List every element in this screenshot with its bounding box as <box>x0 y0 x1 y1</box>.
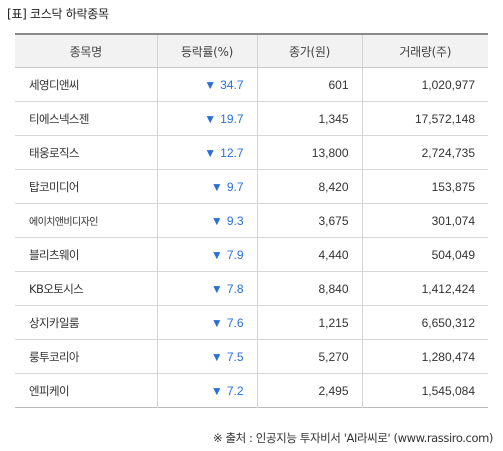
change-rate-value: 9.7 <box>226 179 244 194</box>
trade-volume: 504,049 <box>361 237 488 272</box>
change-rate-cell: ▼ 7.9 <box>156 237 257 272</box>
stock-name: 세영디앤씨 <box>15 67 157 102</box>
stock-name: 티에스넥스젠 <box>15 101 157 136</box>
down-arrow-icon: ▼ <box>210 247 223 262</box>
page-title: [표] 코스닥 하락종목 <box>7 7 109 21</box>
down-arrow-icon: ▼ <box>204 77 217 92</box>
change-rate-cell: ▼ 7.5 <box>156 339 257 374</box>
down-arrow-icon: ▼ <box>210 213 223 228</box>
source-note: ※ 출처 : 인공지능 투자비서 'AI라씨로' (www.rassiro.co… <box>212 431 493 445</box>
stock-name: 블리츠웨이 <box>15 237 157 272</box>
down-arrow-icon: ▼ <box>210 281 223 296</box>
stock-name: 탑코미디어 <box>15 169 157 204</box>
close-price: 1,345 <box>256 101 362 136</box>
table-header-row: 종목명 등락률(%) 종가(원) 거래량(주) <box>15 34 488 68</box>
stock-name: KB오토시스 <box>15 271 157 306</box>
close-price: 13,800 <box>256 135 362 170</box>
stock-name: 태웅로직스 <box>15 135 157 170</box>
change-rate-cell: ▼ 7.8 <box>156 271 257 306</box>
change-rate-value: 7.2 <box>226 383 244 398</box>
trade-volume: 153,875 <box>361 169 488 204</box>
change-rate-cell: ▼ 19.7 <box>156 101 257 136</box>
change-rate-cell: ▼ 7.2 <box>156 373 257 408</box>
down-arrow-icon: ▼ <box>210 179 223 194</box>
trade-volume: 6,650,312 <box>361 305 488 340</box>
change-rate-cell: ▼ 9.7 <box>156 169 257 204</box>
trade-volume: 2,724,735 <box>361 135 488 170</box>
down-arrow-icon: ▼ <box>210 383 223 398</box>
trade-volume: 1,020,977 <box>361 67 488 102</box>
close-price: 2,495 <box>256 373 362 408</box>
table-row: 엔피케이 ▼ 7.2 2,495 1,545,084 <box>15 373 488 408</box>
close-price: 601 <box>256 67 362 102</box>
change-rate-value: 9.3 <box>226 213 244 228</box>
close-price: 3,675 <box>256 203 362 238</box>
change-rate-value: 12.7 <box>220 145 244 160</box>
stock-table: 종목명 등락률(%) 종가(원) 거래량(주) 세영디앤씨 ▼ 34.7 601 1,0… <box>15 33 488 408</box>
table-row: 티에스넥스젠 ▼ 19.7 1,345 17,572,148 <box>15 101 488 136</box>
close-price: 5,270 <box>256 339 362 374</box>
column-header-volume: 거래량(주) <box>361 34 488 68</box>
trade-volume: 1,412,424 <box>361 271 488 306</box>
column-header-name: 종목명 <box>15 34 157 68</box>
down-arrow-icon: ▼ <box>204 145 217 160</box>
change-rate-cell: ▼ 7.6 <box>156 305 257 340</box>
stock-name: 엔피케이 <box>29 383 70 398</box>
table-row: 룽투코리아 ▼ 7.5 5,270 1,280,474 <box>15 339 488 374</box>
table-row: 태웅로직스 ▼ 12.7 13,800 2,724,735 <box>15 135 488 170</box>
table-row: 블리츠웨이 ▼ 7.9 4,440 504,049 <box>15 237 488 272</box>
change-rate-cell: ▼ 34.7 <box>156 67 257 102</box>
stock-name: 룽투코리아 <box>15 339 157 374</box>
down-arrow-icon: ▼ <box>210 315 223 330</box>
stock-name: 상지카일룸 <box>15 305 157 340</box>
trade-volume: 301,074 <box>361 203 488 238</box>
column-header-change: 등락률(%) <box>156 34 257 68</box>
table-row: 세영디앤씨 ▼ 34.7 601 1,020,977 <box>15 67 488 102</box>
change-rate-cell: ▼ 12.7 <box>156 135 257 170</box>
change-rate-value: 7.9 <box>226 247 244 262</box>
stock-name: 에이치앤비디자인 <box>15 203 157 238</box>
down-arrow-icon: ▼ <box>210 349 223 364</box>
change-rate-value: 7.6 <box>226 315 244 330</box>
close-price: 1,215 <box>256 305 362 340</box>
table-row: 에이치앤비디자인 ▼ 9.3 3,675 301,074 <box>15 203 488 238</box>
table-row: 탑코미디어 ▼ 9.7 8,420 153,875 <box>15 169 488 204</box>
change-rate-value: 19.7 <box>220 111 244 126</box>
down-arrow-icon: ▼ <box>204 111 217 126</box>
trade-volume: 17,572,148 <box>361 101 488 136</box>
table-row: KB오토시스 ▼ 7.8 8,840 1,412,424 <box>15 271 488 306</box>
close-price: 8,420 <box>256 169 362 204</box>
table-row: 상지카일룸 ▼ 7.6 1,215 6,650,312 <box>15 305 488 340</box>
close-price: 8,840 <box>256 271 362 306</box>
change-rate-value: 7.8 <box>226 281 244 296</box>
trade-volume: 1,545,084 <box>361 373 488 408</box>
close-price: 4,440 <box>256 237 362 272</box>
change-rate-cell: ▼ 9.3 <box>156 203 257 238</box>
change-rate-value: 34.7 <box>220 77 244 92</box>
trade-volume: 1,280,474 <box>361 339 488 374</box>
change-rate-value: 7.5 <box>226 349 244 364</box>
column-header-close: 종가(원) <box>256 34 362 68</box>
